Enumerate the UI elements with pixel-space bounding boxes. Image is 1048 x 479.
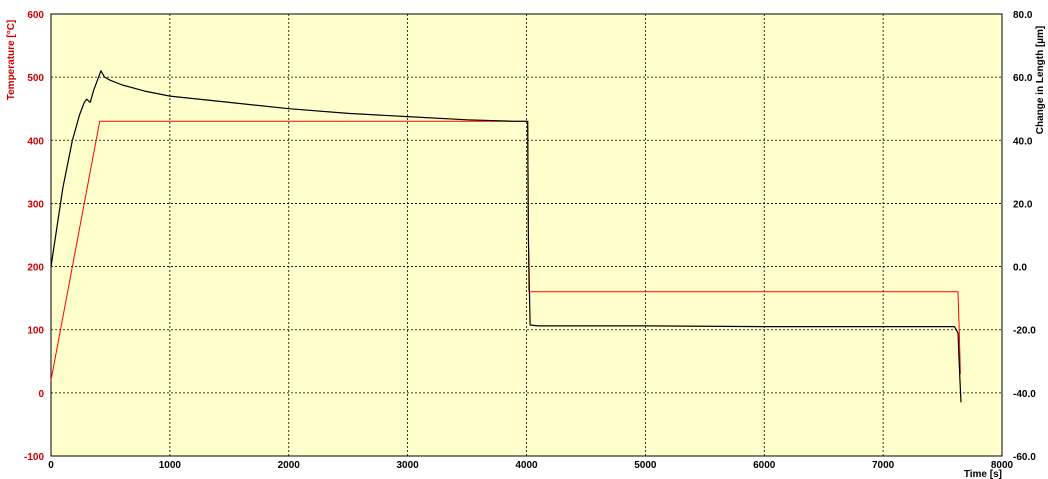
x-tick-label: 5000 <box>634 460 657 471</box>
y-right-tick-label: -40.0 <box>1013 389 1036 400</box>
y-left-tick-label: 300 <box>27 199 44 210</box>
x-tick-label: 8000 <box>991 460 1014 471</box>
x-tick-label: 1000 <box>159 460 182 471</box>
x-tick-label: 4000 <box>515 460 538 471</box>
x-axis-title: Time [s] <box>964 469 1002 479</box>
y-left-tick-label: 200 <box>27 263 44 274</box>
x-tick-label: 6000 <box>753 460 776 471</box>
y-left-tick-label: -100 <box>24 452 44 463</box>
y-left-tick-label: 0 <box>38 389 44 400</box>
x-tick-label: 0 <box>48 460 54 471</box>
x-tick-label: 2000 <box>278 460 301 471</box>
y-right-tick-label: -60.0 <box>1013 452 1036 463</box>
y-right-tick-label: 20.0 <box>1013 199 1033 210</box>
series-layer <box>50 70 962 403</box>
y-left-tick-label: 400 <box>27 136 44 147</box>
y-left-tick-label: 100 <box>27 326 44 337</box>
length-change-series-line <box>50 70 962 403</box>
x-tick-label: 7000 <box>872 460 895 471</box>
y-right-tick-label: -20.0 <box>1013 326 1036 337</box>
y-right-tick-label: 40.0 <box>1013 136 1033 147</box>
tick-labels: 0 1000 2000 3000 4000 5000 6000 7000 8000 -100 0 10… <box>24 10 1036 471</box>
right-axis-title: Change in Length [µm] <box>1035 26 1046 135</box>
y-right-tick-label: 80.0 <box>1013 10 1033 21</box>
y-right-tick-label: 0.0 <box>1013 263 1027 274</box>
x-tick-label: 3000 <box>397 460 420 471</box>
y-right-tick-label: 60.0 <box>1013 73 1033 84</box>
grid-lines <box>51 14 1002 456</box>
y-left-tick-label: 600 <box>27 10 44 21</box>
y-left-tick-label: 500 <box>27 73 44 84</box>
left-axis-title: Temperature [°C] <box>6 20 17 101</box>
